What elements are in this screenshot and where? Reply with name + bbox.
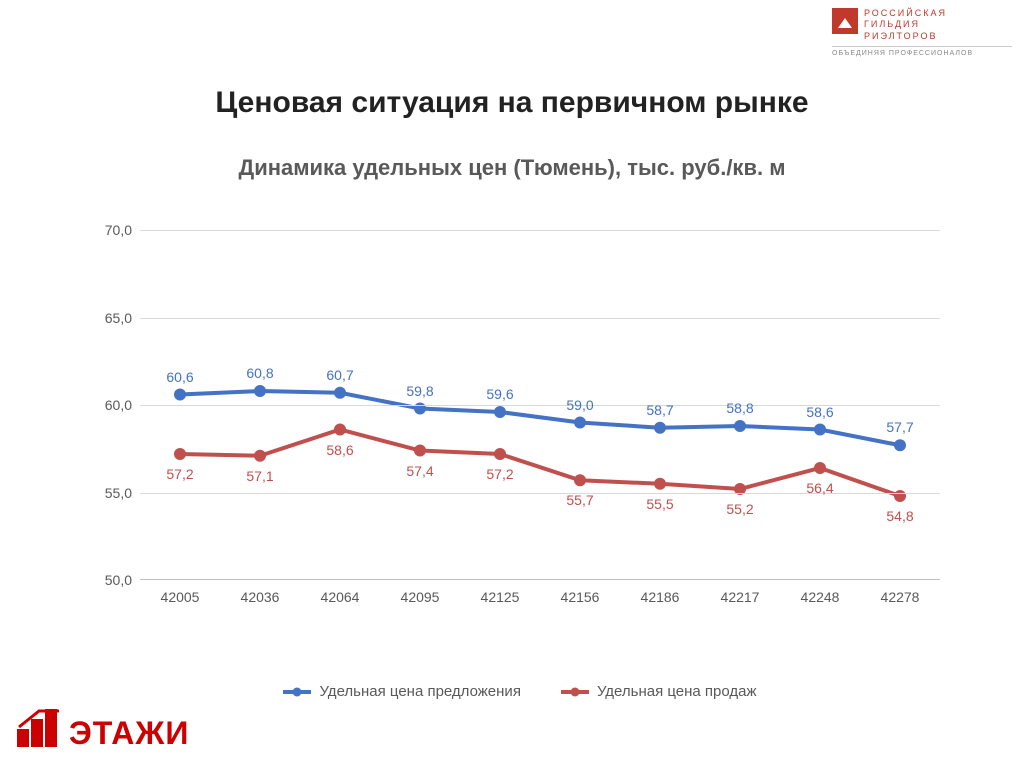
y-axis-label: 65,0 (90, 310, 132, 326)
data-label: 54,8 (886, 508, 913, 524)
data-label: 58,6 (326, 442, 353, 458)
data-label: 55,7 (566, 492, 593, 508)
legend-item: Удельная цена продаж (561, 683, 757, 700)
chart-marker (734, 420, 746, 432)
x-axis-label: 42036 (230, 589, 290, 605)
chart-legend: Удельная цена предложения Удельная цена п… (80, 683, 960, 700)
data-label: 58,7 (646, 402, 673, 418)
brand-logo-top: РОССИЙСКАЯ ГИЛЬДИЯ РИЭЛТОРОВ ОБЪЕДИНЯЯ П… (832, 8, 1012, 57)
price-chart: 50,0 55,0 60,0 65,0 70,0 42005 42036 42064 42095… (80, 220, 960, 640)
chart-subtitle: Динамика удельных цен (Тюмень), тыс. руб… (0, 155, 1024, 181)
data-label: 57,2 (166, 466, 193, 482)
x-axis-label: 42248 (790, 589, 850, 605)
chart-marker (254, 385, 266, 397)
x-axis-label: 42156 (550, 589, 610, 605)
brand-text: РОССИЙСКАЯ ГИЛЬДИЯ РИЭЛТОРОВ (864, 8, 947, 42)
chart-marker (494, 406, 506, 418)
x-axis-label: 42005 (150, 589, 210, 605)
data-label: 57,4 (406, 463, 433, 479)
data-label: 57,1 (246, 468, 273, 484)
data-label: 60,7 (326, 367, 353, 383)
etazhi-text: ЭТАЖИ (69, 717, 189, 749)
y-axis-label: 60,0 (90, 397, 132, 413)
data-label: 57,2 (486, 466, 513, 482)
chart-marker (894, 439, 906, 451)
chart-marker (654, 422, 666, 434)
brand-text-line2: ГИЛЬДИЯ (864, 19, 947, 30)
chart-line (180, 430, 900, 497)
chart-marker (814, 424, 826, 436)
y-axis-label: 50,0 (90, 572, 132, 588)
brand-logo-bottom: ЭТАЖИ (15, 707, 189, 749)
chart-marker (334, 424, 346, 436)
chart-marker (334, 387, 346, 399)
data-label: 59,0 (566, 397, 593, 413)
chart-marker (414, 445, 426, 457)
brand-subtext: ОБЪЕДИНЯЯ ПРОФЕССИОНАЛОВ (832, 46, 1012, 57)
data-label: 55,2 (726, 501, 753, 517)
data-label: 57,7 (886, 419, 913, 435)
data-label: 60,6 (166, 369, 193, 385)
x-axis-label: 42064 (310, 589, 370, 605)
y-axis-label: 70,0 (90, 222, 132, 238)
data-label: 59,6 (486, 386, 513, 402)
x-axis-label: 42095 (390, 589, 450, 605)
data-label: 58,6 (806, 404, 833, 420)
x-axis-label: 42186 (630, 589, 690, 605)
chart-line (180, 391, 900, 445)
legend-swatch-icon (561, 690, 589, 694)
grid-line (140, 318, 940, 319)
chart-marker (654, 478, 666, 490)
brand-text-line3: РИЭЛТОРОВ (864, 31, 947, 42)
chart-marker (174, 389, 186, 401)
chart-marker (574, 474, 586, 486)
etazhi-mark-icon (15, 707, 65, 749)
data-label: 59,8 (406, 383, 433, 399)
chart-marker (814, 462, 826, 474)
data-label: 58,8 (726, 400, 753, 416)
x-axis-label: 42125 (470, 589, 530, 605)
brand-mark-icon (832, 8, 858, 34)
page-title: Ценовая ситуация на первичном рынке (0, 86, 1024, 120)
x-axis-label: 42217 (710, 589, 770, 605)
grid-line (140, 230, 940, 231)
chart-marker (574, 417, 586, 429)
legend-label: Удельная цена продаж (597, 683, 757, 700)
chart-marker (174, 448, 186, 460)
legend-item: Удельная цена предложения (283, 683, 520, 700)
chart-marker (494, 448, 506, 460)
legend-swatch-icon (283, 690, 311, 694)
data-label: 55,5 (646, 496, 673, 512)
y-axis-label: 55,0 (90, 485, 132, 501)
data-label: 60,8 (246, 365, 273, 381)
plot-area: 50,055,060,065,070,042005420364206442095… (140, 230, 940, 580)
brand-text-line1: РОССИЙСКАЯ (864, 8, 947, 19)
legend-label: Удельная цена предложения (319, 683, 520, 700)
chart-marker (254, 450, 266, 462)
x-axis-label: 42278 (870, 589, 930, 605)
data-label: 56,4 (806, 480, 833, 496)
